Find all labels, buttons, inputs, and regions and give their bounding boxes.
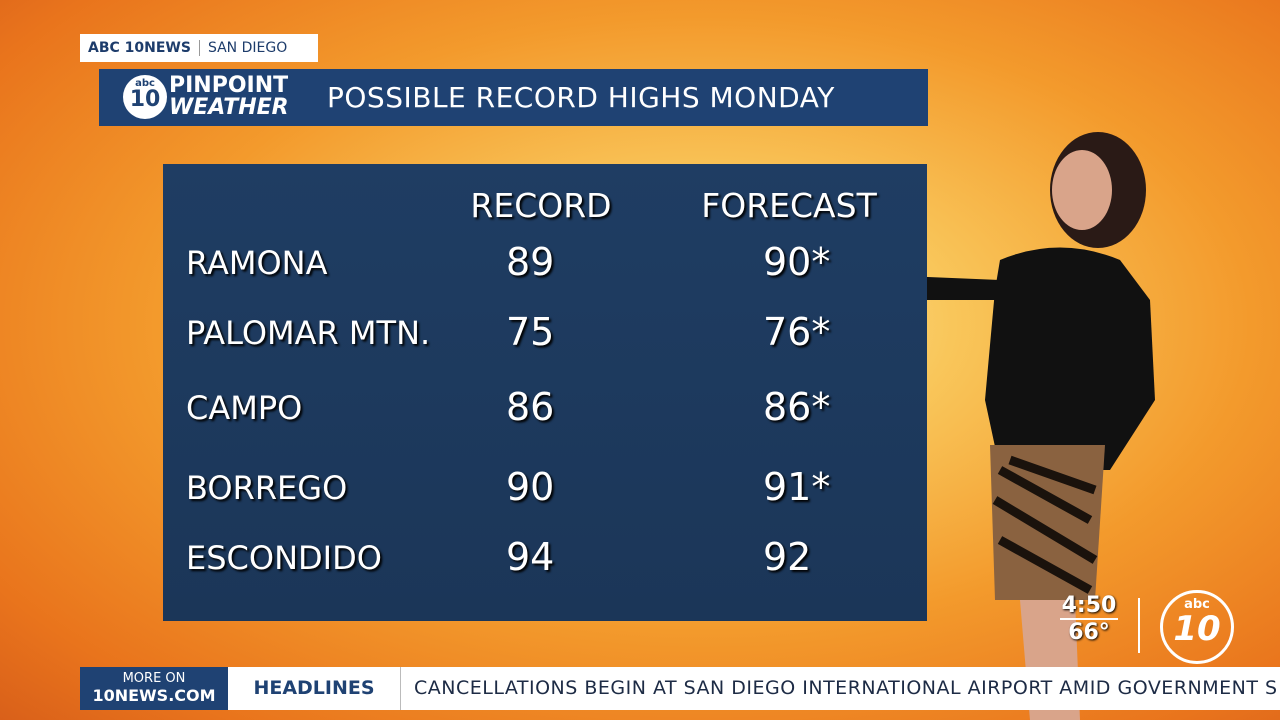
record-value: 94 bbox=[506, 535, 555, 579]
temperature: 66° bbox=[1068, 620, 1110, 645]
row-label: RAMONA bbox=[186, 244, 328, 282]
city-name: SAN DIEGO bbox=[207, 40, 288, 56]
forecast-value: 92 bbox=[763, 535, 812, 579]
section: HEADLINES bbox=[228, 667, 401, 710]
logo-line2: WEATHER bbox=[169, 95, 289, 120]
corner-logo-abc: abc bbox=[1184, 597, 1210, 612]
site: 10NEWS.COM bbox=[92, 686, 216, 705]
forecast-value: 90* bbox=[763, 240, 831, 284]
separator bbox=[198, 40, 200, 56]
record-value: 89 bbox=[506, 240, 555, 284]
records-table: RECORD FORECAST RAMONA 89 90* PALOMAR MTN. 75 7… bbox=[163, 164, 927, 621]
logo-line1: PINPOINT bbox=[169, 73, 289, 98]
divider bbox=[1138, 598, 1140, 653]
column-header: FORECAST bbox=[701, 186, 877, 225]
title-bar: abc 10 PINPOINT WEATHER POSSIBLE RECORD … bbox=[99, 69, 928, 126]
row-label: PALOMAR MTN. bbox=[186, 314, 431, 352]
clock: 4:50 66° bbox=[1060, 593, 1118, 645]
time: 4:50 bbox=[1060, 593, 1118, 620]
network-tag: ABC 10NEWS SAN DIEGO bbox=[80, 34, 318, 62]
forecast-value: 91* bbox=[763, 465, 831, 509]
more-on-box: MORE ON 10NEWS.COM bbox=[80, 667, 228, 710]
column-header: RECORD bbox=[470, 186, 612, 225]
headline: CANCELLATIONS BEGIN AT SAN DIEGO INTERNA… bbox=[414, 677, 1278, 699]
record-value: 75 bbox=[506, 310, 555, 354]
more-on: MORE ON bbox=[122, 671, 186, 686]
corner-logo: abc 10 bbox=[1160, 590, 1234, 664]
logo-badge: abc 10 bbox=[123, 75, 167, 119]
logo-abc: abc bbox=[135, 78, 155, 89]
row-label: ESCONDIDO bbox=[186, 539, 382, 577]
ticker: MORE ON 10NEWS.COM HEADLINES CANCELLATIO… bbox=[80, 667, 1280, 710]
forecast-value: 76* bbox=[763, 310, 831, 354]
record-value: 90 bbox=[506, 465, 555, 509]
logo-number: 10 bbox=[129, 87, 161, 112]
logo-text: PINPOINT WEATHER bbox=[169, 75, 289, 119]
corner-logo-number: 10 bbox=[1173, 609, 1221, 649]
title: POSSIBLE RECORD HIGHS MONDAY bbox=[327, 81, 835, 114]
network-name: ABC 10NEWS bbox=[88, 40, 191, 56]
row-label: BORREGO bbox=[186, 469, 348, 507]
forecast-value: 86* bbox=[763, 385, 831, 429]
row-label: CAMPO bbox=[186, 389, 303, 427]
record-value: 86 bbox=[506, 385, 555, 429]
